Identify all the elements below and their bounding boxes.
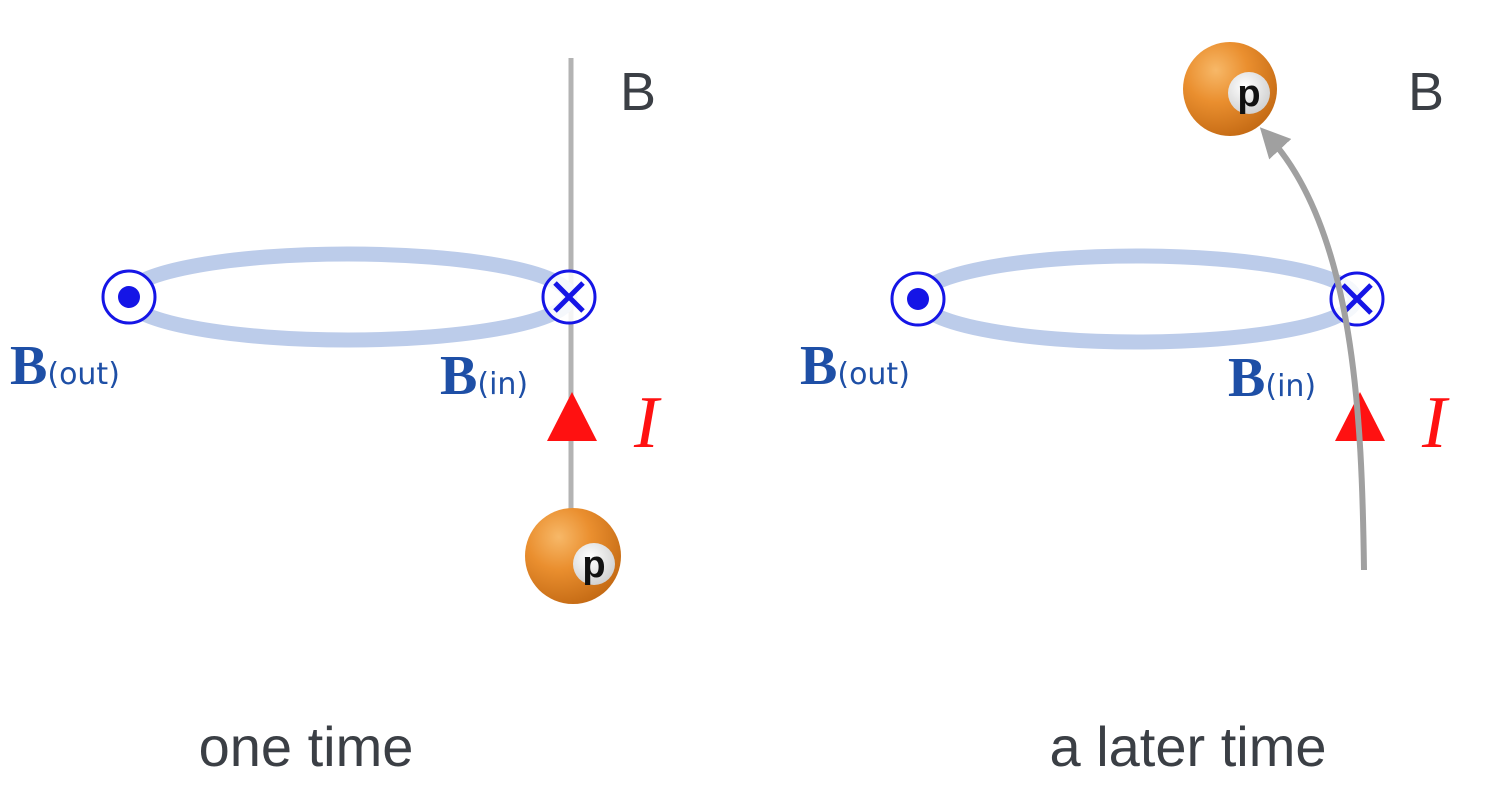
svg-text:p: p [582,544,605,586]
current-label: I [1421,382,1450,464]
proton-track [1259,127,1367,571]
b-out-label: B(out) [800,335,910,397]
field-out-icon [890,271,946,327]
current-label: I [633,382,662,464]
panel-one-time: B B(out) B(in) I p [10,58,662,778]
panel-caption: one time [199,715,414,778]
magnetic-loop [118,246,578,348]
b-in-label: B(in) [1228,347,1316,409]
field-in-icon [541,269,597,325]
field-label: B [620,62,656,122]
magnetic-loop [911,248,1363,350]
proton-icon: p [1183,42,1277,136]
panel-later-time: B B(out) B(in) I p [800,42,1450,778]
field-out-icon [101,269,157,325]
b-in-label: B(in) [440,345,528,407]
current-arrow-icon [547,392,597,441]
b-out-label: B(out) [10,335,120,397]
field-label: B [1408,62,1444,122]
svg-text:p: p [1237,73,1260,115]
proton-icon: p [525,508,621,604]
panel-caption: a later time [1050,715,1327,778]
